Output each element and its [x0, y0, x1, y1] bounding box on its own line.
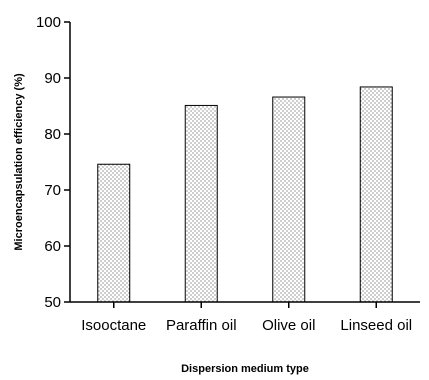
y-tick-label: 60 [44, 238, 61, 255]
y-tick-label: 70 [44, 182, 61, 199]
y-tick-label: 100 [36, 14, 61, 31]
y-axis-title: Microencapsulation efficiency (%) [13, 73, 25, 251]
x-tick-label: Linseed oil [340, 317, 412, 334]
bar-paraffin-oil [184, 104, 218, 303]
y-axis: 50 60 70 80 90 100 [36, 14, 71, 311]
x-tick-label: Paraffin oil [166, 317, 237, 334]
x-axis-title: Dispersion medium type [181, 363, 309, 375]
x-axis: Isooctane Paraffin oil Olive oil Linseed oi… [70, 301, 420, 334]
bar-linseed-oil [359, 86, 393, 303]
x-tick-label: Isooctane [81, 317, 146, 334]
y-tick-label: 80 [44, 126, 61, 143]
bar-olive-oil [272, 96, 306, 303]
bars-group [97, 86, 393, 303]
y-tick-label: 90 [44, 70, 61, 87]
bar-isooctane [97, 163, 131, 303]
y-tick-label: 50 [44, 294, 61, 311]
x-tick-label: Olive oil [262, 317, 315, 334]
